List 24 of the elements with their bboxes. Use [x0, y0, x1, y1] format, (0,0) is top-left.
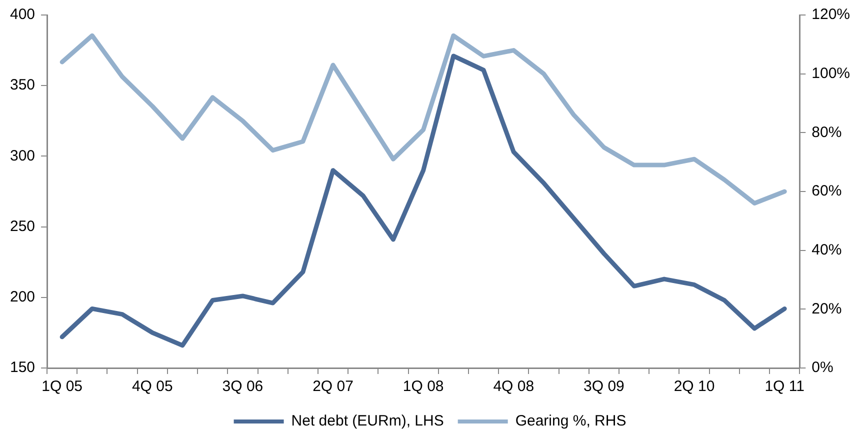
x-tick-label: 4Q 05 [132, 378, 173, 396]
x-tick-label: 1Q 08 [402, 378, 444, 396]
y2-tick-label: 80% [812, 124, 842, 141]
x-tick-label: 1Q 11 [764, 378, 804, 396]
legend-label: Net debt (EURm), LHS [291, 412, 444, 430]
y-tick-label: 300 [10, 147, 36, 164]
y2-tick-label: 120% [812, 6, 850, 24]
y2-tick-label: 0% [812, 359, 834, 376]
y-tick-label: 400 [10, 6, 36, 24]
y-tick-label: 250 [10, 218, 36, 235]
x-tick-label: 4Q 08 [493, 378, 534, 396]
x-tick-label: 2Q 10 [674, 378, 715, 396]
x-tick-label: 3Q 09 [584, 378, 624, 396]
y2-tick-label: 20% [812, 300, 842, 318]
y-tick-label: 350 [10, 76, 36, 94]
y2-tick-label: 40% [812, 241, 842, 258]
y2-tick-label: 60% [812, 182, 842, 200]
y-tick-label: 150 [10, 359, 36, 376]
x-tick-label: 1Q 05 [42, 378, 83, 396]
y2-tick-label: 100% [812, 64, 850, 82]
y-tick-label: 200 [10, 288, 36, 306]
x-tick-label: 3Q 06 [222, 378, 264, 396]
legend-label: Gearing %, RHS [515, 412, 626, 430]
x-tick-label: 2Q 07 [312, 378, 354, 396]
